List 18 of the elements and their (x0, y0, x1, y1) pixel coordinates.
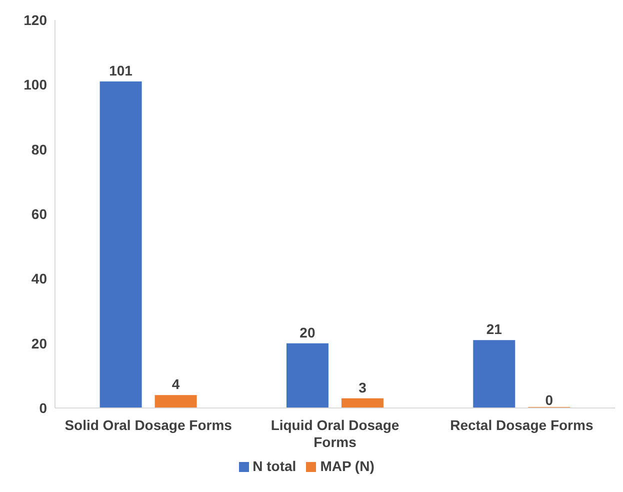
y-tick-label: 80 (31, 141, 48, 158)
data-label: 20 (300, 324, 316, 340)
data-label: 0 (545, 392, 554, 408)
legend-label: N total (252, 458, 296, 474)
y-tick-label: 60 (31, 206, 48, 222)
data-label: 3 (358, 379, 367, 396)
x-tick-label: Solid Oral Dosage Forms (64, 417, 232, 433)
data-label: 101 (109, 62, 133, 78)
data-label: 21 (486, 321, 502, 338)
y-tick-label: 120 (24, 12, 48, 28)
data-label: 4 (172, 376, 180, 392)
x-tick-label: Liquid Oral Dosage Forms (270, 417, 400, 450)
y-tick-label: 40 (31, 270, 48, 287)
y-tick-label: 0 (39, 400, 48, 416)
y-tick-label: 100 (24, 76, 48, 93)
legend-label: MAP (N) (320, 458, 374, 474)
x-tick-label: Rectal Dosage Forms (450, 417, 594, 433)
y-tick-label: 20 (31, 335, 48, 352)
